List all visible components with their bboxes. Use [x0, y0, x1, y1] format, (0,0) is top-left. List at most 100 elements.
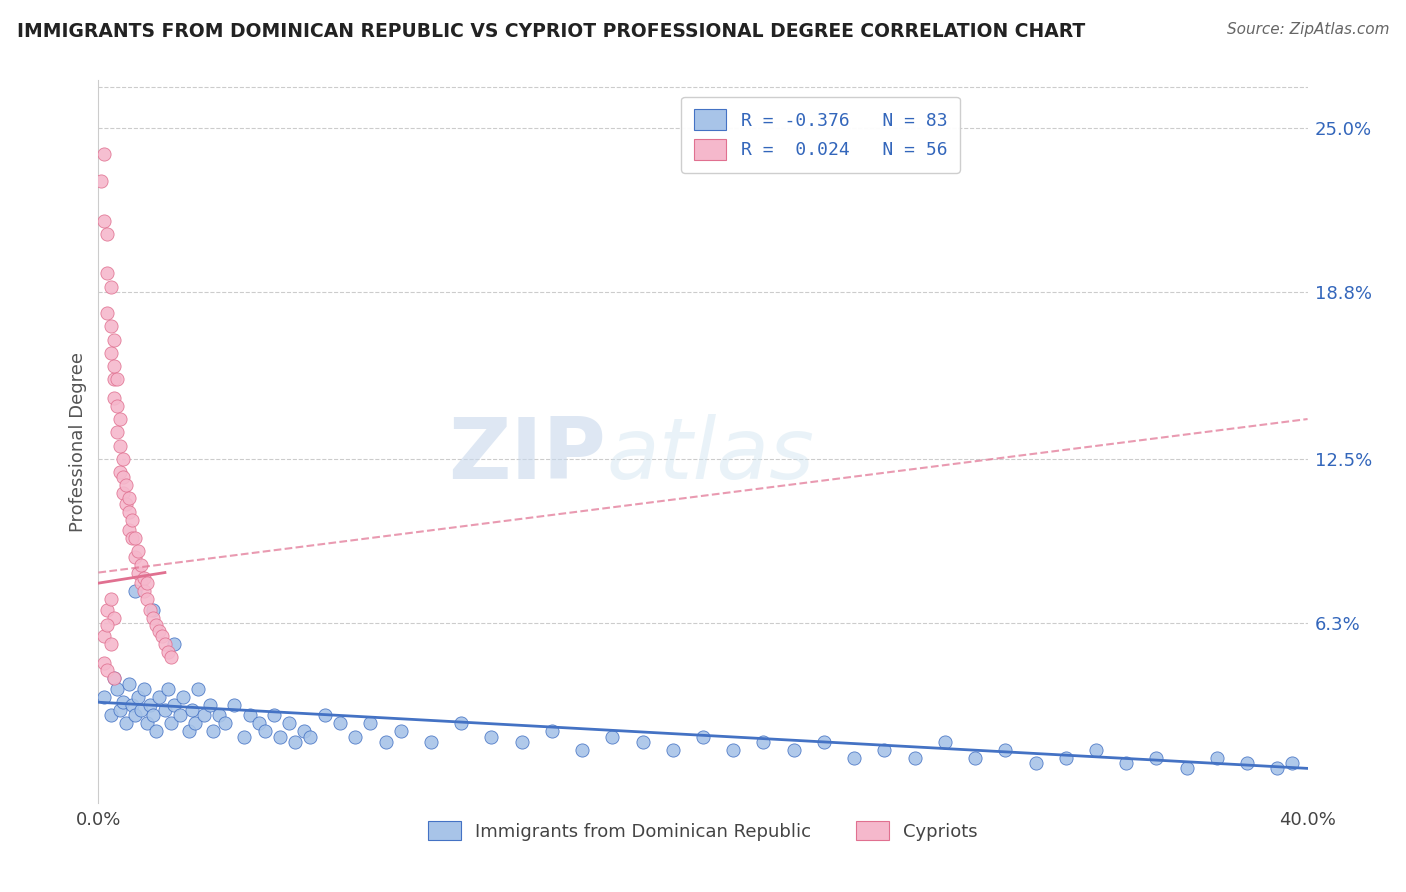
Point: [132, 571, 155, 585]
Point: [1085, 743, 1108, 757]
Point: [96, 618, 118, 632]
Point: [93, 690, 115, 704]
Point: [124, 584, 146, 599]
Point: [661, 743, 683, 757]
Point: [114, 497, 136, 511]
Point: [783, 743, 806, 757]
Point: [389, 724, 412, 739]
Point: [420, 735, 443, 749]
Point: [142, 708, 165, 723]
Legend: Immigrants from Dominican Republic, Cypriots: Immigrants from Dominican Republic, Cypr…: [420, 814, 986, 848]
Point: [723, 743, 745, 757]
Point: [314, 708, 336, 723]
Point: [93, 629, 115, 643]
Point: [510, 735, 533, 749]
Point: [103, 359, 125, 373]
Point: [200, 698, 222, 712]
Point: [187, 681, 209, 696]
Point: [1206, 751, 1229, 765]
Point: [139, 602, 162, 616]
Point: [114, 716, 136, 731]
Point: [105, 399, 128, 413]
Point: [208, 708, 231, 723]
Point: [752, 735, 775, 749]
Point: [145, 724, 167, 739]
Point: [135, 716, 157, 731]
Y-axis label: Professional Degree: Professional Degree: [69, 351, 87, 532]
Point: [100, 592, 122, 607]
Point: [277, 716, 299, 731]
Point: [153, 703, 176, 717]
Point: [156, 645, 179, 659]
Point: [118, 505, 141, 519]
Point: [481, 730, 503, 744]
Point: [284, 735, 307, 749]
Point: [90, 174, 112, 188]
Point: [631, 735, 654, 749]
Point: [1024, 756, 1046, 770]
Point: [93, 656, 115, 670]
Point: [93, 147, 115, 161]
Point: [100, 319, 122, 334]
Point: [450, 716, 472, 731]
Point: [100, 708, 122, 723]
Point: [139, 698, 162, 712]
Point: [344, 730, 367, 744]
Point: [135, 576, 157, 591]
Point: [1281, 756, 1303, 770]
Point: [108, 703, 131, 717]
Point: [111, 451, 134, 466]
Point: [163, 698, 186, 712]
Point: [1054, 751, 1077, 765]
Point: [96, 227, 118, 241]
Point: [247, 716, 270, 731]
Point: [148, 624, 170, 638]
Point: [253, 724, 276, 739]
Point: [93, 213, 115, 227]
Point: [160, 716, 183, 731]
Point: [169, 708, 191, 723]
Point: [1115, 756, 1137, 770]
Text: atlas: atlas: [606, 415, 814, 498]
Point: [994, 743, 1017, 757]
Point: [108, 412, 131, 426]
Point: [145, 618, 167, 632]
Point: [103, 333, 125, 347]
Point: [163, 637, 186, 651]
Point: [108, 438, 131, 452]
Point: [239, 708, 262, 723]
Point: [111, 470, 134, 484]
Point: [329, 716, 352, 731]
Point: [692, 730, 714, 744]
Point: [232, 730, 254, 744]
Point: [224, 698, 246, 712]
Point: [127, 690, 149, 704]
Point: [1267, 761, 1289, 775]
Point: [127, 566, 149, 580]
Point: [103, 672, 125, 686]
Point: [132, 681, 155, 696]
Point: [108, 465, 131, 479]
Point: [103, 610, 125, 624]
Point: [103, 391, 125, 405]
Point: [904, 751, 927, 765]
Point: [105, 425, 128, 440]
Point: [873, 743, 896, 757]
Point: [360, 716, 382, 731]
Text: Source: ZipAtlas.com: Source: ZipAtlas.com: [1226, 22, 1389, 37]
Point: [263, 708, 285, 723]
Point: [111, 486, 134, 500]
Point: [1236, 756, 1258, 770]
Point: [100, 637, 122, 651]
Point: [96, 267, 118, 281]
Point: [127, 544, 149, 558]
Point: [150, 629, 173, 643]
Point: [1144, 751, 1167, 765]
Point: [121, 698, 143, 712]
Point: [100, 279, 122, 293]
Point: [105, 681, 128, 696]
Point: [121, 531, 143, 545]
Point: [100, 346, 122, 360]
Point: [118, 491, 141, 506]
Point: [193, 708, 215, 723]
